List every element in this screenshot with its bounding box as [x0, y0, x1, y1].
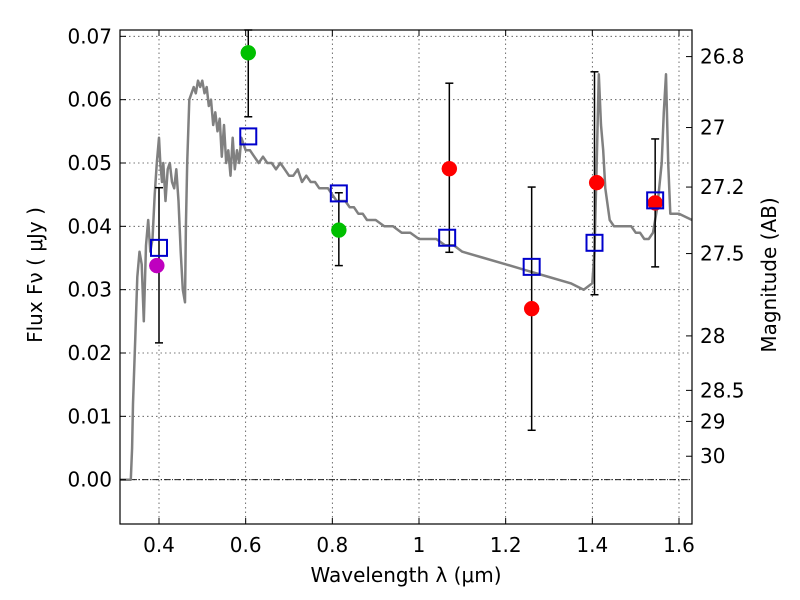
y-tick-label: 0.07 [67, 24, 112, 48]
y-tick-label: 0.01 [67, 404, 112, 428]
right-tick-label: 26.8 [700, 45, 745, 69]
plot-frame [119, 29, 693, 525]
right-tick-label: 27.5 [700, 242, 745, 266]
y-tick-label: 0.03 [67, 278, 112, 302]
y-axis-label: Flux Fν ( μJy ) [23, 207, 47, 343]
grid [120, 30, 692, 524]
data-point-square [329, 184, 348, 203]
data-point-circle [523, 300, 540, 317]
model-spectrum [120, 73, 693, 481]
right-tick-label: 29 [700, 409, 725, 433]
y-tick-label: 0.04 [67, 214, 112, 238]
x-tick-label: 0.4 [143, 533, 175, 557]
right-axis-label: Magnitude (AB) [757, 197, 781, 352]
data-point-square [585, 233, 604, 252]
data-point-circle [240, 45, 257, 61]
x-tick-label: 1.6 [663, 533, 695, 557]
x-tick-label: 0.8 [316, 533, 348, 557]
data-point-square [646, 191, 665, 210]
data-point-square [150, 238, 168, 257]
x-tick-label: 1 [413, 533, 426, 557]
data-point-square [239, 127, 258, 146]
x-tick-label: 0.6 [230, 533, 262, 557]
x-tick-label: 1.2 [490, 533, 522, 557]
data-point-circle [149, 257, 165, 274]
data-point-circle [588, 174, 605, 191]
y-tick-label: 0.05 [67, 151, 112, 175]
data-markers [149, 45, 665, 317]
data-point-circle [331, 222, 347, 238]
right-tick-label: 30 [700, 444, 725, 468]
y-tick-label: 0.06 [67, 88, 112, 112]
y-axis-ticks: 0.00 0.01 0.02 0.03 0.04 0.05 0.06 0.07 [67, 24, 126, 492]
right-tick-label: 27.2 [700, 175, 745, 199]
data-point-square [522, 257, 541, 276]
data-point-square [438, 228, 457, 247]
right-tick-label: 27 [700, 116, 725, 140]
x-axis-ticks: 0.4 0.6 0.8 1 1.2 1.4 1.6 [143, 30, 695, 557]
y-tick-label: 0.00 [67, 468, 112, 492]
x-tick-label: 1.4 [576, 533, 608, 557]
x-axis-label: Wavelength λ (μm) [310, 563, 501, 587]
data-point-circle [441, 160, 458, 177]
right-tick-label: 28.5 [700, 378, 745, 402]
y-tick-label: 0.02 [67, 341, 112, 365]
model-spectrum-line [120, 73, 693, 481]
right-tick-label: 28 [700, 324, 725, 348]
right-axis-ticks: 26.8 27 27.2 27.5 28 28.5 29 30 [686, 45, 745, 468]
